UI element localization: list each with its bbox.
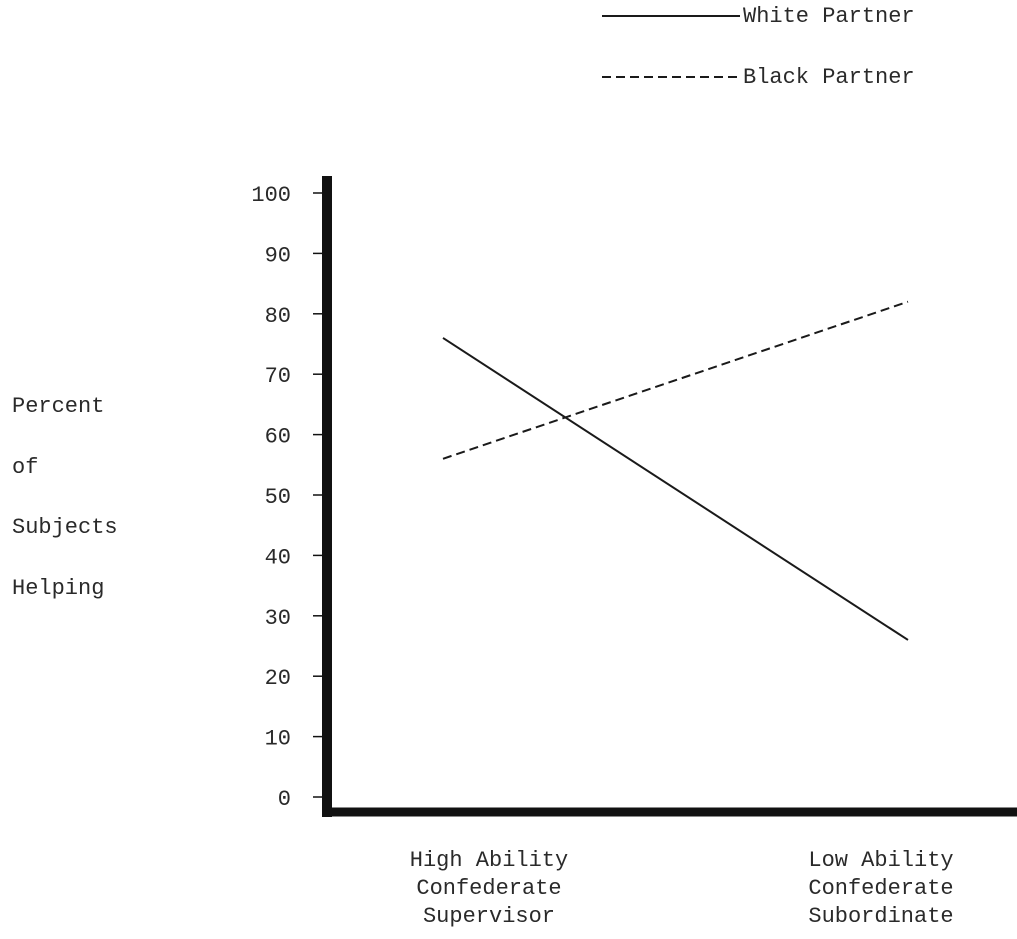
y-tick-label: 10 [265,727,291,752]
y-tick-label: 0 [278,787,291,812]
y-tick-label: 80 [265,304,291,329]
x-category-label: Supervisor [423,904,555,929]
y-tick-label: 60 [265,425,291,450]
y-tick-label: 100 [251,183,291,208]
y-axis-label-word: of [12,455,38,480]
series-black-partner-line [442,300,909,460]
legend-label: Black Partner [743,65,915,90]
series-white-partner-line [442,337,909,641]
x-axis-labels: High Ability Confederate Supervisor Low Abi… [410,848,954,929]
x-category-label: High Ability [410,848,568,873]
legend-label: White Partner [743,4,915,29]
x-category-label: Confederate [416,876,561,901]
y-tick-label: 40 [265,545,291,570]
x-category-label: Confederate [808,876,953,901]
x-category-label: Subordinate [808,904,953,929]
legend: White Partner Black Partner [602,4,915,90]
x-category-label: Low Ability [808,848,953,873]
y-tick-label: 30 [265,606,291,631]
y-axis-label-word: Percent [12,394,104,419]
axes [322,176,1017,817]
y-axis-label: Percent of Subjects Helping [12,394,118,601]
y-tick-label: 20 [265,666,291,691]
series [442,300,909,641]
y-tick-label: 50 [265,485,291,510]
y-axis-ticks: 0 10 20 30 40 50 60 70 80 90 100 [251,183,327,812]
y-axis-label-word: Subjects [12,515,118,540]
y-tick-label: 90 [265,243,291,268]
y-tick-label: 70 [265,364,291,389]
y-axis-label-word: Helping [12,576,104,601]
